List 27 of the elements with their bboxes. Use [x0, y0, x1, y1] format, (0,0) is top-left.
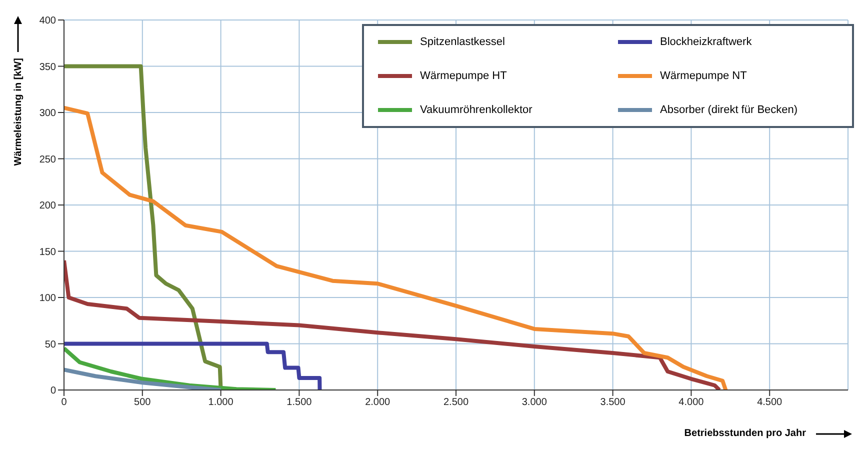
x-tick-label: 0 [61, 397, 68, 408]
legend-label: Wärmepumpe HT [420, 70, 507, 82]
y-tick-label: 300 [39, 108, 56, 120]
legend-label: Blockheizkraftwerk [660, 36, 752, 48]
x-tick-label: 1.000 [208, 397, 234, 408]
x-tick-label: 2.500 [443, 397, 469, 408]
legend-label: Vakuumröhrenkollektor [420, 104, 532, 116]
legend-label: Absorber (direkt für Becken) [660, 104, 798, 116]
y-axis-title: Wärmeleistung in [kW] [12, 58, 24, 166]
x-tick-label: 4.500 [757, 397, 783, 408]
x-tick-label: 3.500 [600, 397, 626, 408]
y-tick-label: 200 [39, 200, 56, 212]
x-tick-label: 1.500 [286, 397, 312, 408]
y-tick-label: 250 [39, 154, 56, 166]
x-tick-label: 2.000 [365, 397, 391, 408]
x-axis-title: Betriebsstunden pro Jahr [684, 428, 806, 439]
x-tick-label: 4.000 [678, 397, 704, 408]
legend-label: Wärmepumpe NT [660, 70, 747, 82]
y-tick-label: 400 [39, 16, 56, 27]
y-tick-label: 50 [44, 339, 56, 350]
legend-label: Spitzenlastkessel [420, 36, 505, 48]
y-tick-label: 0 [50, 386, 56, 397]
y-tick-label: 100 [39, 293, 56, 304]
y-tick-label: 350 [39, 62, 56, 73]
x-tick-label: 500 [134, 397, 152, 408]
y-tick-label: 150 [39, 246, 56, 258]
x-tick-label: 3.000 [522, 397, 548, 408]
